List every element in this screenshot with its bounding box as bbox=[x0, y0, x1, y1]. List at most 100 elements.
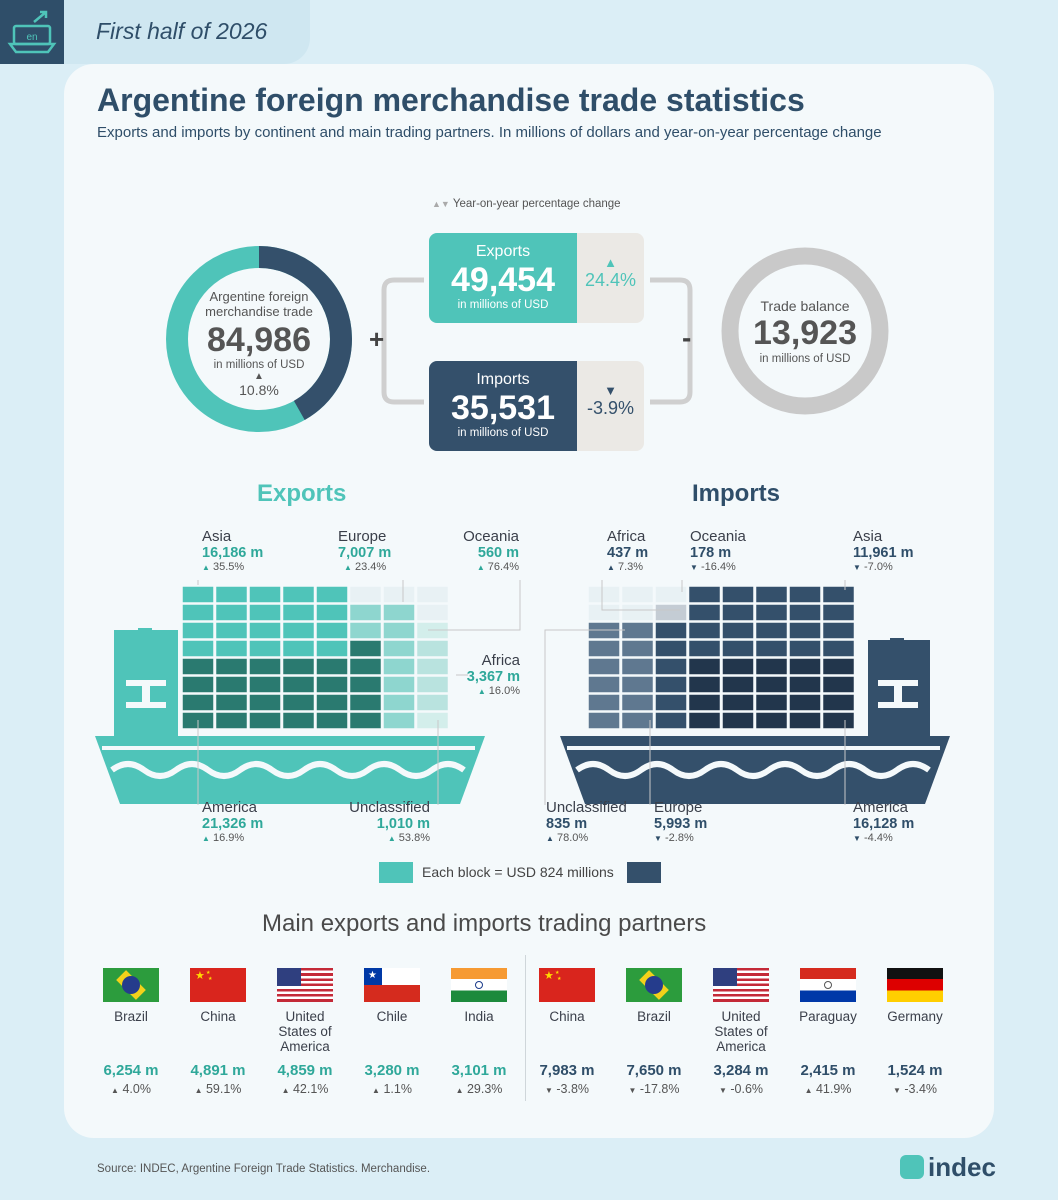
balance-ring bbox=[721, 247, 889, 415]
up-arrow-icon: ▲ bbox=[607, 563, 615, 572]
imports-box-pct: -3.9% bbox=[586, 398, 635, 418]
page-title: Argentine foreign merchandise trade stat… bbox=[97, 82, 805, 118]
imports-box-value: 35,531 bbox=[451, 389, 555, 427]
block-america bbox=[214, 693, 249, 712]
page-subtitle: Exports and imports by continent and mai… bbox=[97, 124, 882, 141]
partner-country: Paraguay bbox=[799, 1009, 857, 1024]
partner-value: 7,983 m bbox=[539, 1062, 595, 1079]
region-pct: 7.3% bbox=[617, 561, 644, 573]
import-region-america: America 16,128 m ▼ -4.4% bbox=[853, 799, 914, 844]
region-pct: 78.0% bbox=[556, 832, 589, 844]
region-pct: 35.5% bbox=[212, 561, 245, 573]
block-america bbox=[687, 657, 722, 676]
block-america bbox=[821, 657, 856, 676]
imports-pct-box: ▼ -3.9% bbox=[577, 361, 644, 451]
block-america bbox=[214, 711, 249, 730]
total-summary: Argentine foreign merchandise trade 84,9… bbox=[184, 289, 334, 398]
block-africa bbox=[415, 693, 450, 712]
import-region-africa: Africa 437 m ▲ 7.3% bbox=[607, 528, 648, 573]
export-region-unclassified: Unclassified 1,010 m ▲ 53.8% bbox=[338, 799, 430, 844]
up-arrow-icon: ▲ bbox=[546, 834, 554, 843]
block-unclassified bbox=[587, 657, 621, 676]
block-america bbox=[348, 711, 383, 730]
up-arrow-icon: ▲ bbox=[202, 834, 210, 843]
block-legend-label: Each block = USD 824 millions bbox=[422, 864, 614, 880]
block-europe bbox=[654, 675, 688, 694]
import-blocks bbox=[587, 585, 856, 730]
export-ship bbox=[95, 628, 485, 804]
block-asia bbox=[721, 621, 755, 640]
partner-country: Brazil bbox=[114, 1009, 148, 1024]
block-america bbox=[788, 693, 822, 712]
partner-country: China bbox=[549, 1009, 585, 1024]
region-value: 1,010 m bbox=[376, 816, 430, 832]
block-asia bbox=[315, 621, 349, 640]
region-name: Asia bbox=[202, 528, 232, 545]
block-asia bbox=[687, 585, 722, 604]
flag-india-icon bbox=[451, 968, 507, 1002]
block-america bbox=[788, 675, 822, 694]
region-value: 16,186 m bbox=[202, 545, 264, 561]
partner-country: United States of America bbox=[714, 1009, 768, 1054]
partner-pct: -3.8% bbox=[556, 1082, 590, 1096]
exports-box-value: 49,454 bbox=[451, 261, 555, 299]
block-asia bbox=[281, 639, 316, 658]
region-name: America bbox=[853, 799, 909, 816]
partner-value: 4,859 m bbox=[277, 1062, 333, 1079]
block-america bbox=[754, 675, 789, 694]
block-america bbox=[788, 711, 822, 730]
block-america bbox=[721, 675, 755, 694]
block-asia bbox=[821, 621, 856, 640]
block-europe bbox=[654, 621, 688, 640]
block-america bbox=[281, 693, 316, 712]
imports-partner: ★ ★ ★ China 7,983 m ▼ -3.8% bbox=[527, 968, 607, 1096]
region-value: 560 m bbox=[477, 545, 519, 561]
partners-divider bbox=[525, 955, 526, 1101]
block-empty bbox=[415, 585, 450, 604]
block-europe bbox=[687, 639, 722, 658]
export-region-europe: Europe 7,007 m ▲ 23.4% bbox=[338, 528, 391, 573]
block-america bbox=[754, 657, 789, 676]
block-asia bbox=[281, 621, 316, 640]
region-name: Unclassified bbox=[349, 799, 430, 816]
block-unclassified bbox=[620, 639, 655, 658]
block-europe bbox=[654, 693, 688, 712]
exports-partner: India 3,101 m ▲ 29.3% bbox=[439, 968, 519, 1096]
flag-china-icon: ★ ★ ★ bbox=[190, 968, 246, 1002]
partner-pct: 41.9% bbox=[815, 1082, 852, 1096]
up-arrow-icon: ▲ bbox=[111, 1086, 119, 1095]
imports-box-label: Imports bbox=[476, 371, 530, 388]
balance-value: 13,923 bbox=[753, 314, 857, 352]
block-europe bbox=[348, 621, 383, 640]
block-america bbox=[687, 711, 722, 730]
down-arrow-icon: ▼ bbox=[628, 1086, 637, 1095]
down-arrow-icon: ▼ bbox=[604, 383, 617, 398]
partner-value: 6,254 m bbox=[103, 1062, 159, 1079]
region-value: 11,961 m bbox=[853, 545, 914, 561]
up-arrow-icon: ▲ bbox=[194, 1086, 203, 1095]
block-america bbox=[315, 657, 349, 676]
flag-brazil-icon bbox=[626, 968, 682, 1002]
down-arrow-icon: ▼ bbox=[544, 1086, 553, 1095]
partner-country: China bbox=[200, 1009, 236, 1024]
block-unclassified bbox=[620, 657, 655, 676]
region-value: 835 m bbox=[546, 816, 588, 832]
block-america bbox=[754, 711, 789, 730]
plus-bracket bbox=[381, 277, 424, 405]
block-asia bbox=[315, 603, 349, 622]
up-arrow-icon: ▲ bbox=[372, 1086, 380, 1095]
partner-value: 3,280 m bbox=[364, 1062, 420, 1079]
import-block-swatch bbox=[627, 862, 661, 883]
block-unclassified bbox=[415, 711, 450, 730]
region-value: 5,993 m bbox=[654, 816, 708, 832]
total-donut bbox=[166, 246, 352, 432]
block-america bbox=[687, 675, 722, 694]
block-asia bbox=[788, 621, 822, 640]
exports-partner: Brazil 6,254 m ▲ 4.0% bbox=[91, 968, 171, 1096]
block-america bbox=[821, 675, 856, 694]
block-empty bbox=[415, 603, 450, 622]
balance-summary: Trade balance 13,923 in millions of USD bbox=[735, 298, 875, 365]
partner-value: 4,891 m bbox=[190, 1062, 246, 1079]
block-europe bbox=[721, 639, 755, 658]
block-asia bbox=[181, 621, 215, 640]
